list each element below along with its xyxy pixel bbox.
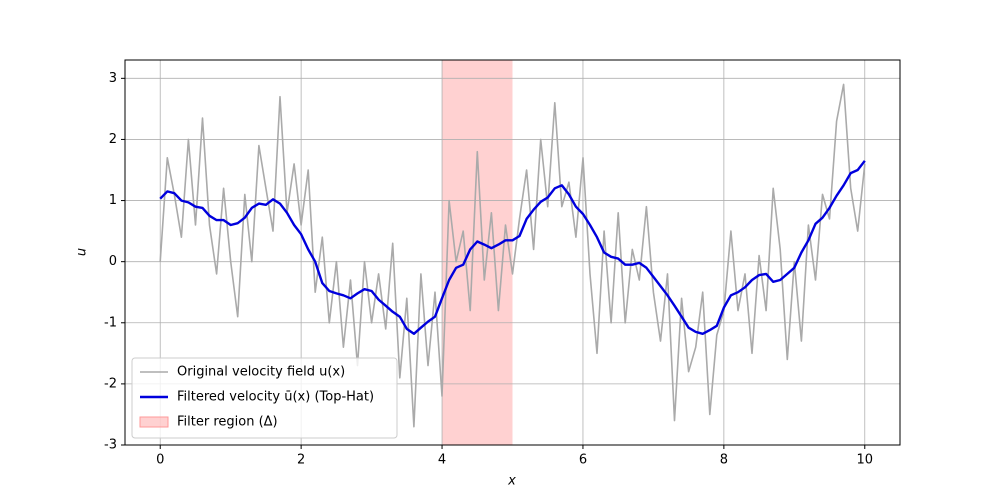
x-axis-label: x — [507, 474, 516, 489]
x-tick-label: 6 — [579, 453, 587, 468]
legend-label: Original velocity field u(x) — [177, 365, 345, 380]
x-tick-label: 2 — [297, 453, 305, 468]
plot-frame — [124, 59, 901, 446]
series-line — [159, 160, 866, 335]
legend-box — [131, 357, 398, 439]
x-tick-label: 8 — [720, 453, 728, 468]
legend-label: Filtered velocity ū(x) (Top-Hat) — [177, 390, 374, 405]
y-tick-label: 2 — [109, 132, 117, 147]
x-tick-label: 0 — [156, 453, 164, 468]
filter-span — [442, 60, 513, 445]
x-tick-label: 10 — [856, 453, 873, 468]
y-tick-label: -3 — [104, 438, 117, 453]
legend-label: Filter region (Δ) — [177, 415, 278, 430]
legend-swatch — [139, 416, 169, 428]
y-tick-label: 0 — [109, 254, 117, 269]
x-tick-label: 4 — [438, 453, 446, 468]
y-tick-label: 1 — [109, 193, 117, 208]
y-tick-label: -2 — [104, 376, 117, 391]
y-tick-label: -1 — [104, 315, 117, 330]
y-tick-label: 3 — [109, 71, 117, 86]
y-axis-label: u — [75, 248, 90, 256]
series-line — [159, 83, 866, 428]
